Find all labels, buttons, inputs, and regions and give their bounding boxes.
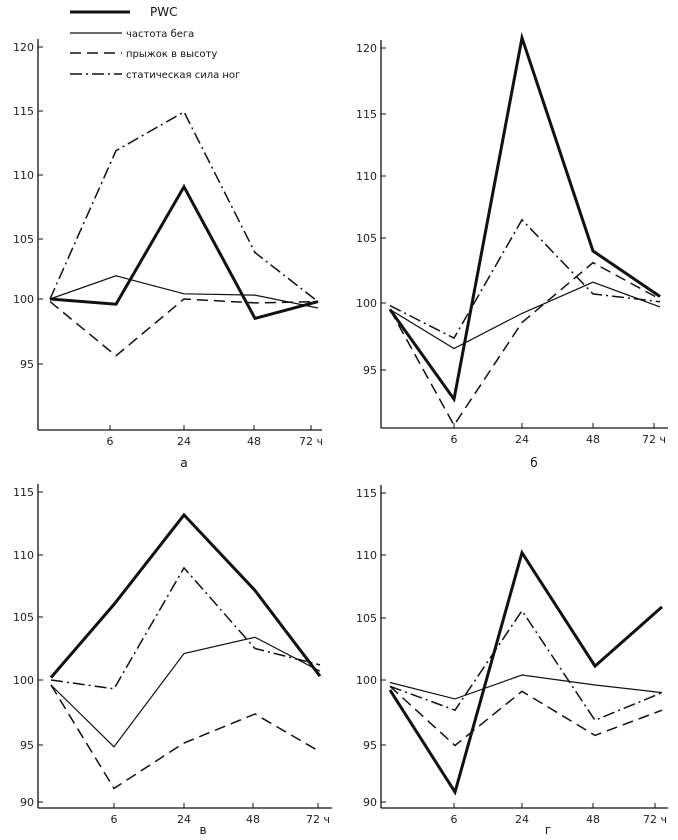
series-line [50, 684, 321, 790]
series-line [49, 110, 319, 303]
y-tick-label: 120 [356, 42, 377, 55]
series-line [49, 298, 319, 357]
y-tick-label: 90 [363, 796, 377, 809]
x-tick-label: 48 [247, 435, 261, 448]
y-tick-label: 100 [356, 297, 377, 310]
series-line [49, 512, 322, 679]
legend-label: прыжок в высоту [126, 49, 217, 60]
x-tick-label: 6 [111, 813, 118, 826]
x-tick-label: 48 [586, 433, 600, 446]
series-line [389, 674, 663, 700]
y-tick-label: 105 [13, 611, 34, 624]
panel-label: в [199, 823, 206, 837]
y-tick-label: 100 [356, 674, 377, 687]
series-line [49, 275, 319, 309]
x-tick-label: 24 [515, 813, 529, 826]
y-tick-label: 105 [356, 232, 377, 245]
y-tick-label: 95 [20, 739, 34, 752]
panel-label: б [530, 456, 537, 470]
x-tick-label: 6 [107, 435, 114, 448]
y-tick-label: 95 [363, 739, 377, 752]
legend: PWC частота бега прыжок в высоту статическа… [70, 5, 240, 81]
series-line [50, 566, 321, 690]
x-tick-label: 48 [586, 813, 600, 826]
x-tick-label: 72 ч [642, 433, 666, 446]
y-tick-label: 110 [356, 549, 377, 562]
y-tick-label: 100 [13, 674, 34, 687]
x-tick-label: 24 [177, 435, 191, 448]
series-line [389, 261, 661, 427]
y-tick-label: 105 [13, 233, 34, 246]
y-tick-label: 105 [356, 612, 377, 625]
y-tick-label: 115 [13, 105, 34, 118]
legend-label: частота бега [126, 29, 194, 40]
y-tick-label: 90 [20, 796, 34, 809]
y-tick-label: 95 [363, 364, 377, 377]
chart-panel-3: 115 110 105 100 95 90 6 24 48 72 ч в [13, 484, 332, 837]
series-line [389, 685, 663, 747]
chart-panel-4: 115 110 105 100 95 90 6 24 48 72 ч г [356, 485, 668, 837]
chart-panel-2: 120 115 110 105 100 95 6 24 48 72 ч б [356, 31, 668, 470]
y-tick-label: 110 [13, 169, 34, 182]
series-line [50, 636, 321, 748]
x-tick-label: 72 ч [299, 435, 323, 448]
y-tick-label: 115 [13, 486, 34, 499]
y-tick-label: 100 [13, 293, 34, 306]
x-tick-label: 72 ч [306, 813, 330, 826]
panel-label: г [545, 823, 551, 837]
y-tick-label: 115 [356, 108, 377, 121]
series-line [389, 281, 661, 350]
y-tick-label: 115 [356, 487, 377, 500]
y-tick-label: 95 [20, 358, 34, 371]
series-line [49, 183, 319, 321]
series-line [388, 31, 661, 403]
x-tick-label: 24 [515, 433, 529, 446]
series-line [388, 549, 663, 796]
series-line [389, 218, 661, 340]
y-tick-label: 110 [356, 170, 377, 183]
y-tick-label: 120 [13, 41, 34, 54]
x-tick-label: 6 [451, 433, 458, 446]
x-tick-label: 6 [451, 813, 458, 826]
x-tick-label: 72 ч [643, 813, 667, 826]
legend-label: статическая сила ног [126, 70, 240, 81]
x-tick-label: 24 [177, 813, 191, 826]
x-tick-label: 48 [246, 813, 260, 826]
y-tick-label: 110 [13, 549, 34, 562]
legend-label: PWC [150, 5, 177, 19]
chart-panel-1: 120 115 110 105 100 95 6 24 48 72 ч а [13, 39, 323, 470]
panel-label: а [180, 456, 187, 470]
series-line [389, 609, 663, 722]
